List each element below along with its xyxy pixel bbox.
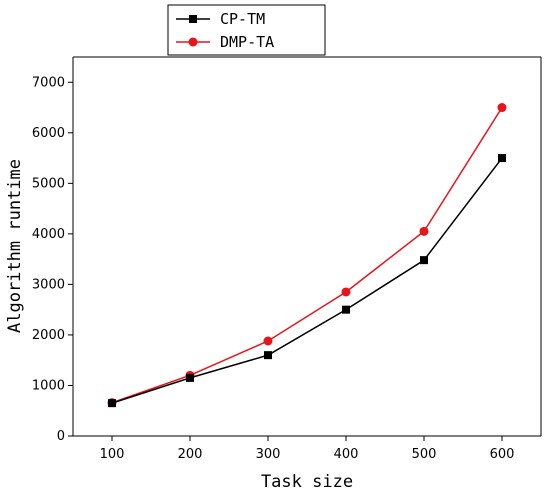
y-tick-label: 5000 — [32, 176, 65, 191]
x-tick-label: 600 — [490, 447, 515, 462]
series-line-dmp-ta — [111, 107, 503, 404]
y-tick-label: 6000 — [32, 126, 65, 141]
legend-label-dmp-ta: DMP-TA — [220, 33, 274, 51]
data-point-dmp-ta — [341, 287, 351, 297]
data-point-cp-tm — [108, 399, 116, 408]
x-tick-label: 300 — [256, 447, 281, 462]
series-line-cp-tm — [111, 157, 503, 404]
data-point-cp-tm — [498, 154, 506, 163]
y-tick-label: 2000 — [32, 328, 65, 343]
x-ticks: 100 200 300 400 500 600 — [100, 436, 515, 462]
legend-marker-dmp-ta — [188, 37, 198, 47]
y-tick-label: 3000 — [32, 277, 65, 292]
legend-label-cp-tm: CP-TM — [220, 10, 265, 28]
legend: CP-TM DMP-TA — [167, 4, 326, 56]
y-tick-label: 1000 — [32, 378, 65, 393]
x-axis-title: Task size — [261, 472, 353, 492]
legend-box — [167, 4, 326, 56]
legend-items: CP-TM DMP-TA — [176, 10, 274, 51]
x-tick-label: 100 — [100, 447, 125, 462]
series-layer — [107, 103, 507, 408]
data-point-cp-tm — [264, 351, 272, 360]
data-point-dmp-ta — [419, 226, 429, 236]
y-tick-label: 0 — [57, 429, 65, 444]
data-point-cp-tm — [342, 305, 350, 314]
y-axis-title: Algorithm runtime — [5, 159, 25, 333]
x-tick-label: 500 — [412, 447, 437, 462]
x-tick-label: 200 — [178, 447, 203, 462]
data-point-dmp-ta — [263, 336, 273, 346]
plot-area: 100 200 300 400 500 600 0 1000 2000 3000 4000 5000… — [32, 56, 542, 462]
data-point-cp-tm — [420, 256, 428, 265]
y-tick-label: 4000 — [32, 227, 65, 242]
data-point-cp-tm — [186, 373, 194, 382]
y-tick-label: 7000 — [32, 75, 65, 90]
data-point-dmp-ta — [497, 103, 507, 113]
x-tick-label: 400 — [334, 447, 359, 462]
legend-marker-cp-tm — [189, 15, 197, 23]
y-ticks: 0 1000 2000 3000 4000 5000 6000 7000 — [32, 75, 73, 444]
